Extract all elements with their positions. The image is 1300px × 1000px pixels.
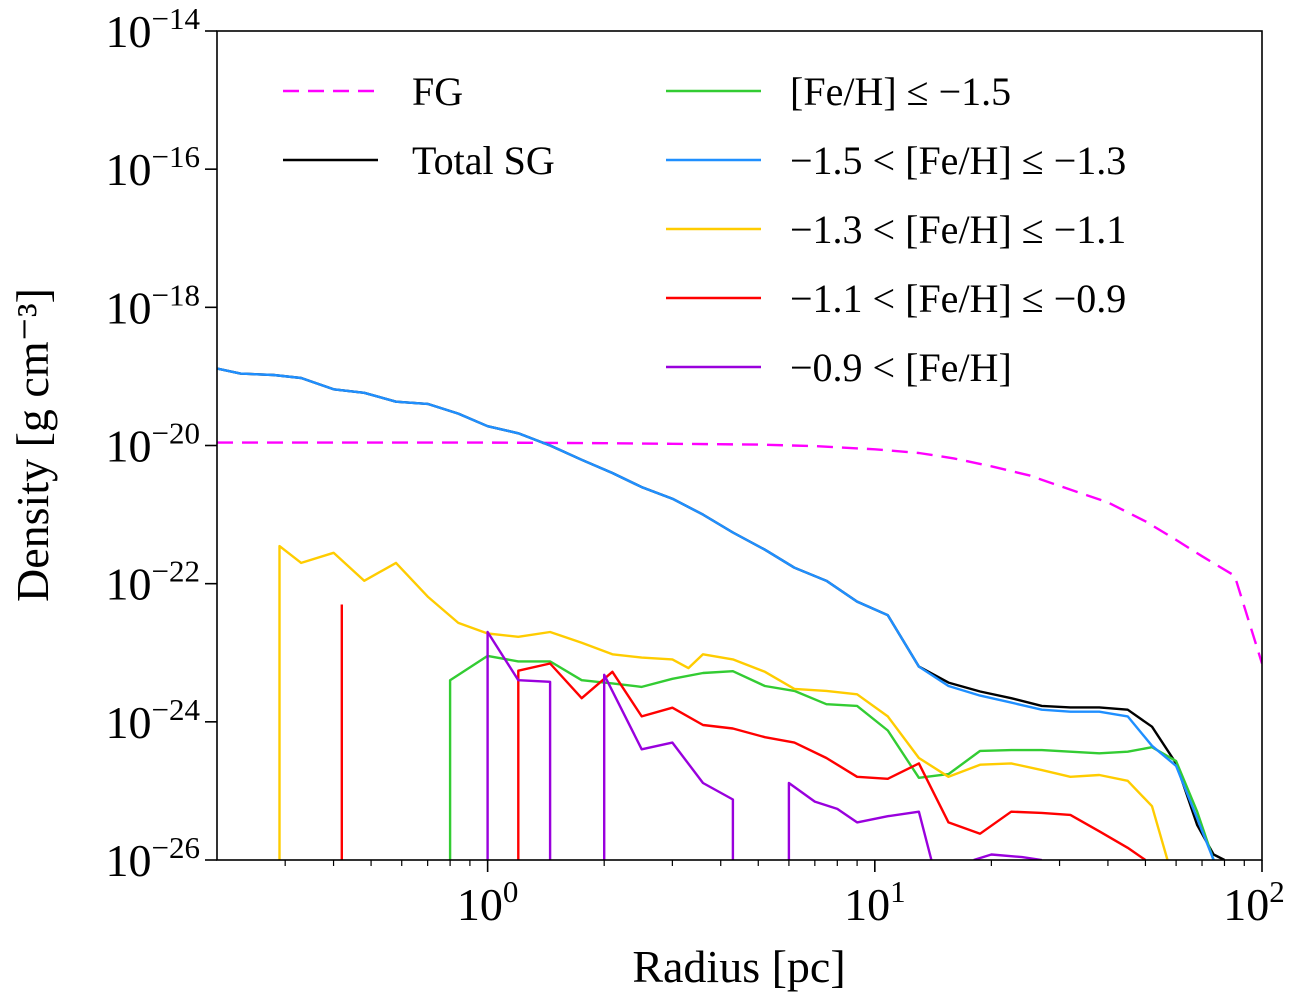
ticks-layer: 100 101 102 10−14 10−16 10−18 10−20 10−22 10−24 1… (106, 1, 1285, 930)
x-tick-label-1: 101 (844, 874, 906, 930)
legend-label-2: [Fe/H] ≤ −1.5 (790, 69, 1011, 114)
series-line-6-2 (787, 781, 933, 860)
y-tick-label-0: 10−14 (106, 1, 201, 57)
legend-label-6: −0.9 < [Fe/H] (790, 345, 1012, 390)
series-line-6-0 (486, 630, 552, 860)
series-line-6-1 (603, 673, 735, 860)
series-line-6-3 (973, 853, 1042, 860)
y-tick-label-4: 10−22 (106, 554, 200, 610)
series-line-2-0 (448, 654, 1215, 860)
y-tick-label-5: 10−24 (106, 692, 201, 748)
y-tick-label-1: 10−16 (106, 139, 200, 195)
legend-label-3: −1.5 < [Fe/H] ≤ −1.3 (790, 138, 1126, 183)
y-tick-label-6: 10−26 (106, 830, 200, 886)
series-line-4-0 (278, 544, 1169, 860)
x-axis-title: Radius [pc] (632, 941, 845, 992)
y-tick-label-3: 10−20 (106, 416, 200, 472)
series-line-0-0 (217, 441, 1262, 664)
series-layer (217, 367, 1262, 860)
legend-label-0: FG (412, 69, 463, 114)
series-line-5-1 (517, 662, 1147, 860)
legend-label-1: Total SG (412, 138, 555, 183)
y-tick-label-2: 10−18 (106, 277, 200, 333)
x-tick-label-0: 100 (457, 874, 518, 930)
legend: FG Total SG [Fe/H] ≤ −1.5 −1.5 < [Fe/H] ≤ −… (283, 69, 1126, 390)
y-axis-title: Density [g cm⁻³] (7, 288, 58, 602)
series-line-3-0 (217, 367, 1215, 860)
legend-label-4: −1.3 < [Fe/H] ≤ −1.1 (790, 207, 1126, 252)
x-tick-label-2: 102 (1223, 874, 1285, 930)
legend-label-5: −1.1 < [Fe/H] ≤ −0.9 (790, 276, 1126, 321)
